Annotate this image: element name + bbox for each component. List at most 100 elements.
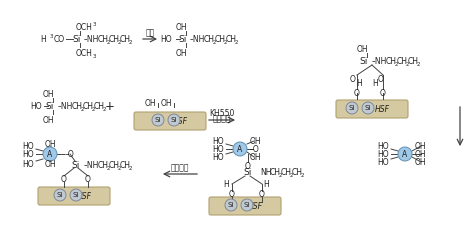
Circle shape <box>346 102 358 114</box>
Text: Si: Si <box>365 105 371 111</box>
Text: 2: 2 <box>395 62 399 66</box>
Text: CH: CH <box>98 35 109 44</box>
Text: OH: OH <box>44 139 56 148</box>
Text: OCH: OCH <box>76 49 93 58</box>
Text: 2: 2 <box>103 107 107 112</box>
Circle shape <box>362 102 374 114</box>
Text: CH: CH <box>281 168 292 177</box>
Circle shape <box>398 147 412 161</box>
Text: O: O <box>259 189 265 198</box>
Text: O: O <box>380 88 386 98</box>
Circle shape <box>43 147 57 161</box>
Text: OH: OH <box>42 89 54 99</box>
Text: Si: Si <box>244 168 252 177</box>
Text: –O: –O <box>250 144 260 153</box>
Text: OH: OH <box>160 99 172 108</box>
Text: OH: OH <box>415 141 427 150</box>
Text: HO: HO <box>377 149 389 159</box>
Text: HO: HO <box>22 149 34 159</box>
Text: OH: OH <box>175 49 187 58</box>
Text: 3: 3 <box>50 34 54 39</box>
Text: O: O <box>354 88 360 98</box>
Text: O: O <box>245 162 251 171</box>
Text: KH550: KH550 <box>210 109 235 118</box>
FancyBboxPatch shape <box>38 187 110 205</box>
Text: –NH: –NH <box>372 57 387 65</box>
Text: HSF: HSF <box>374 105 390 114</box>
Text: OH: OH <box>415 149 427 159</box>
Text: CH: CH <box>397 57 408 65</box>
Text: HO: HO <box>30 102 42 111</box>
Text: OH: OH <box>250 136 262 145</box>
Text: CH: CH <box>270 168 281 177</box>
Text: 2: 2 <box>92 107 95 112</box>
FancyBboxPatch shape <box>336 100 408 118</box>
Circle shape <box>168 114 180 126</box>
Text: CH: CH <box>292 168 303 177</box>
Text: 2: 2 <box>301 173 304 178</box>
FancyBboxPatch shape <box>209 197 281 215</box>
Text: –NH: –NH <box>84 35 100 44</box>
Text: O: O <box>85 175 91 184</box>
Text: HO: HO <box>22 141 34 150</box>
Text: CH: CH <box>109 161 120 170</box>
Text: 2: 2 <box>118 166 121 171</box>
Text: CH: CH <box>72 102 83 111</box>
Text: CH: CH <box>98 161 109 170</box>
Text: 表面接枝: 表面接枝 <box>213 115 231 124</box>
Text: O: O <box>229 189 235 198</box>
FancyBboxPatch shape <box>134 112 206 130</box>
Text: Si: Si <box>73 35 81 44</box>
Text: –O: –O <box>65 149 75 159</box>
Text: OH: OH <box>44 160 56 169</box>
Text: Si: Si <box>179 35 187 44</box>
Circle shape <box>233 142 247 156</box>
Text: 2: 2 <box>81 107 84 112</box>
Text: OH: OH <box>356 45 368 54</box>
Text: H: H <box>372 78 378 87</box>
Text: CH: CH <box>120 35 131 44</box>
Text: 2: 2 <box>224 40 228 45</box>
Text: HO: HO <box>22 160 34 169</box>
Text: HSF: HSF <box>173 117 188 125</box>
Text: 2: 2 <box>406 62 410 66</box>
Text: 3: 3 <box>93 21 97 26</box>
Text: O: O <box>378 74 384 83</box>
Text: Si: Si <box>72 161 80 170</box>
Text: NH: NH <box>260 168 272 177</box>
Text: 2: 2 <box>129 40 133 45</box>
Text: CH: CH <box>109 35 120 44</box>
Text: HSF: HSF <box>76 191 91 200</box>
Text: CH: CH <box>215 35 226 44</box>
Text: Si: Si <box>46 102 54 111</box>
Circle shape <box>241 199 253 211</box>
Text: H: H <box>40 35 46 44</box>
Text: H: H <box>223 180 229 188</box>
Text: 2: 2 <box>417 62 420 66</box>
Text: OH: OH <box>144 99 156 108</box>
Text: Si: Si <box>360 57 368 65</box>
Text: CH: CH <box>204 35 215 44</box>
Text: OH: OH <box>175 22 187 32</box>
Text: O: O <box>61 175 67 184</box>
Text: CH: CH <box>120 161 131 170</box>
Text: HO: HO <box>377 141 389 150</box>
Circle shape <box>70 189 82 201</box>
Text: CH: CH <box>226 35 237 44</box>
Text: HO: HO <box>212 144 224 153</box>
Text: Si: Si <box>349 105 355 111</box>
Circle shape <box>54 189 66 201</box>
Text: A: A <box>47 149 53 159</box>
Text: Si: Si <box>155 117 161 123</box>
Circle shape <box>152 114 164 126</box>
Text: 2: 2 <box>118 40 121 45</box>
Text: 2: 2 <box>213 40 217 45</box>
Text: OCH: OCH <box>76 22 93 32</box>
Text: CH: CH <box>408 57 419 65</box>
Text: HO: HO <box>212 136 224 145</box>
Text: CH: CH <box>386 57 397 65</box>
Text: HO: HO <box>160 35 172 44</box>
Text: –NH: –NH <box>190 35 205 44</box>
Text: OH: OH <box>250 152 262 162</box>
Text: H: H <box>356 78 362 87</box>
